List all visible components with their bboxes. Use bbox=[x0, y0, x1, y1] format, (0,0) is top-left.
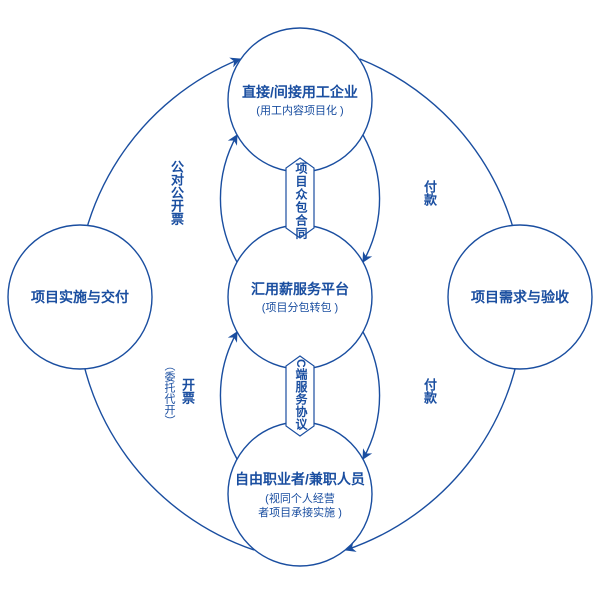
node-bottom-sub2: 者项目承接实施 ) bbox=[258, 505, 342, 519]
hex-lower bbox=[286, 356, 314, 436]
hex-upper bbox=[286, 158, 314, 238]
diagram-canvas: 直接/间接用工企业 (用工内容项目化 ) 汇用薪服务平台 (项目分包转包 ) 自… bbox=[0, 0, 600, 594]
node-left: 项目实施与交付 bbox=[8, 225, 152, 369]
node-top-sub: (用工内容项目化 ) bbox=[256, 103, 343, 117]
node-top-title: 直接/间接用工企业 bbox=[242, 84, 358, 100]
node-top: 直接/间接用工企业 (用工内容项目化 ) bbox=[228, 28, 372, 172]
node-center-sub: (项目分包转包 ) bbox=[262, 300, 338, 314]
edge-invoice-b2b bbox=[220, 135, 237, 262]
node-center-title: 汇用薪服务平台 bbox=[251, 281, 349, 297]
node-left-title: 项目实施与交付 bbox=[31, 289, 129, 305]
node-bottom: 自由职业者/兼职人员 (视同个人经营 者项目承接实施 ) bbox=[228, 422, 372, 566]
node-bottom-sub1: (视同个人经营 bbox=[265, 491, 335, 505]
node-right-title: 项目需求与验收 bbox=[471, 289, 570, 305]
node-bottom-title: 自由职业者/兼职人员 bbox=[235, 471, 365, 487]
node-right: 项目需求与验收 bbox=[448, 225, 592, 369]
node-center: 汇用薪服务平台 (项目分包转包 ) bbox=[228, 225, 372, 369]
edge-invoice-c bbox=[220, 332, 237, 459]
edge-payment-bottom bbox=[363, 332, 380, 459]
edge-payment-top bbox=[363, 135, 380, 262]
